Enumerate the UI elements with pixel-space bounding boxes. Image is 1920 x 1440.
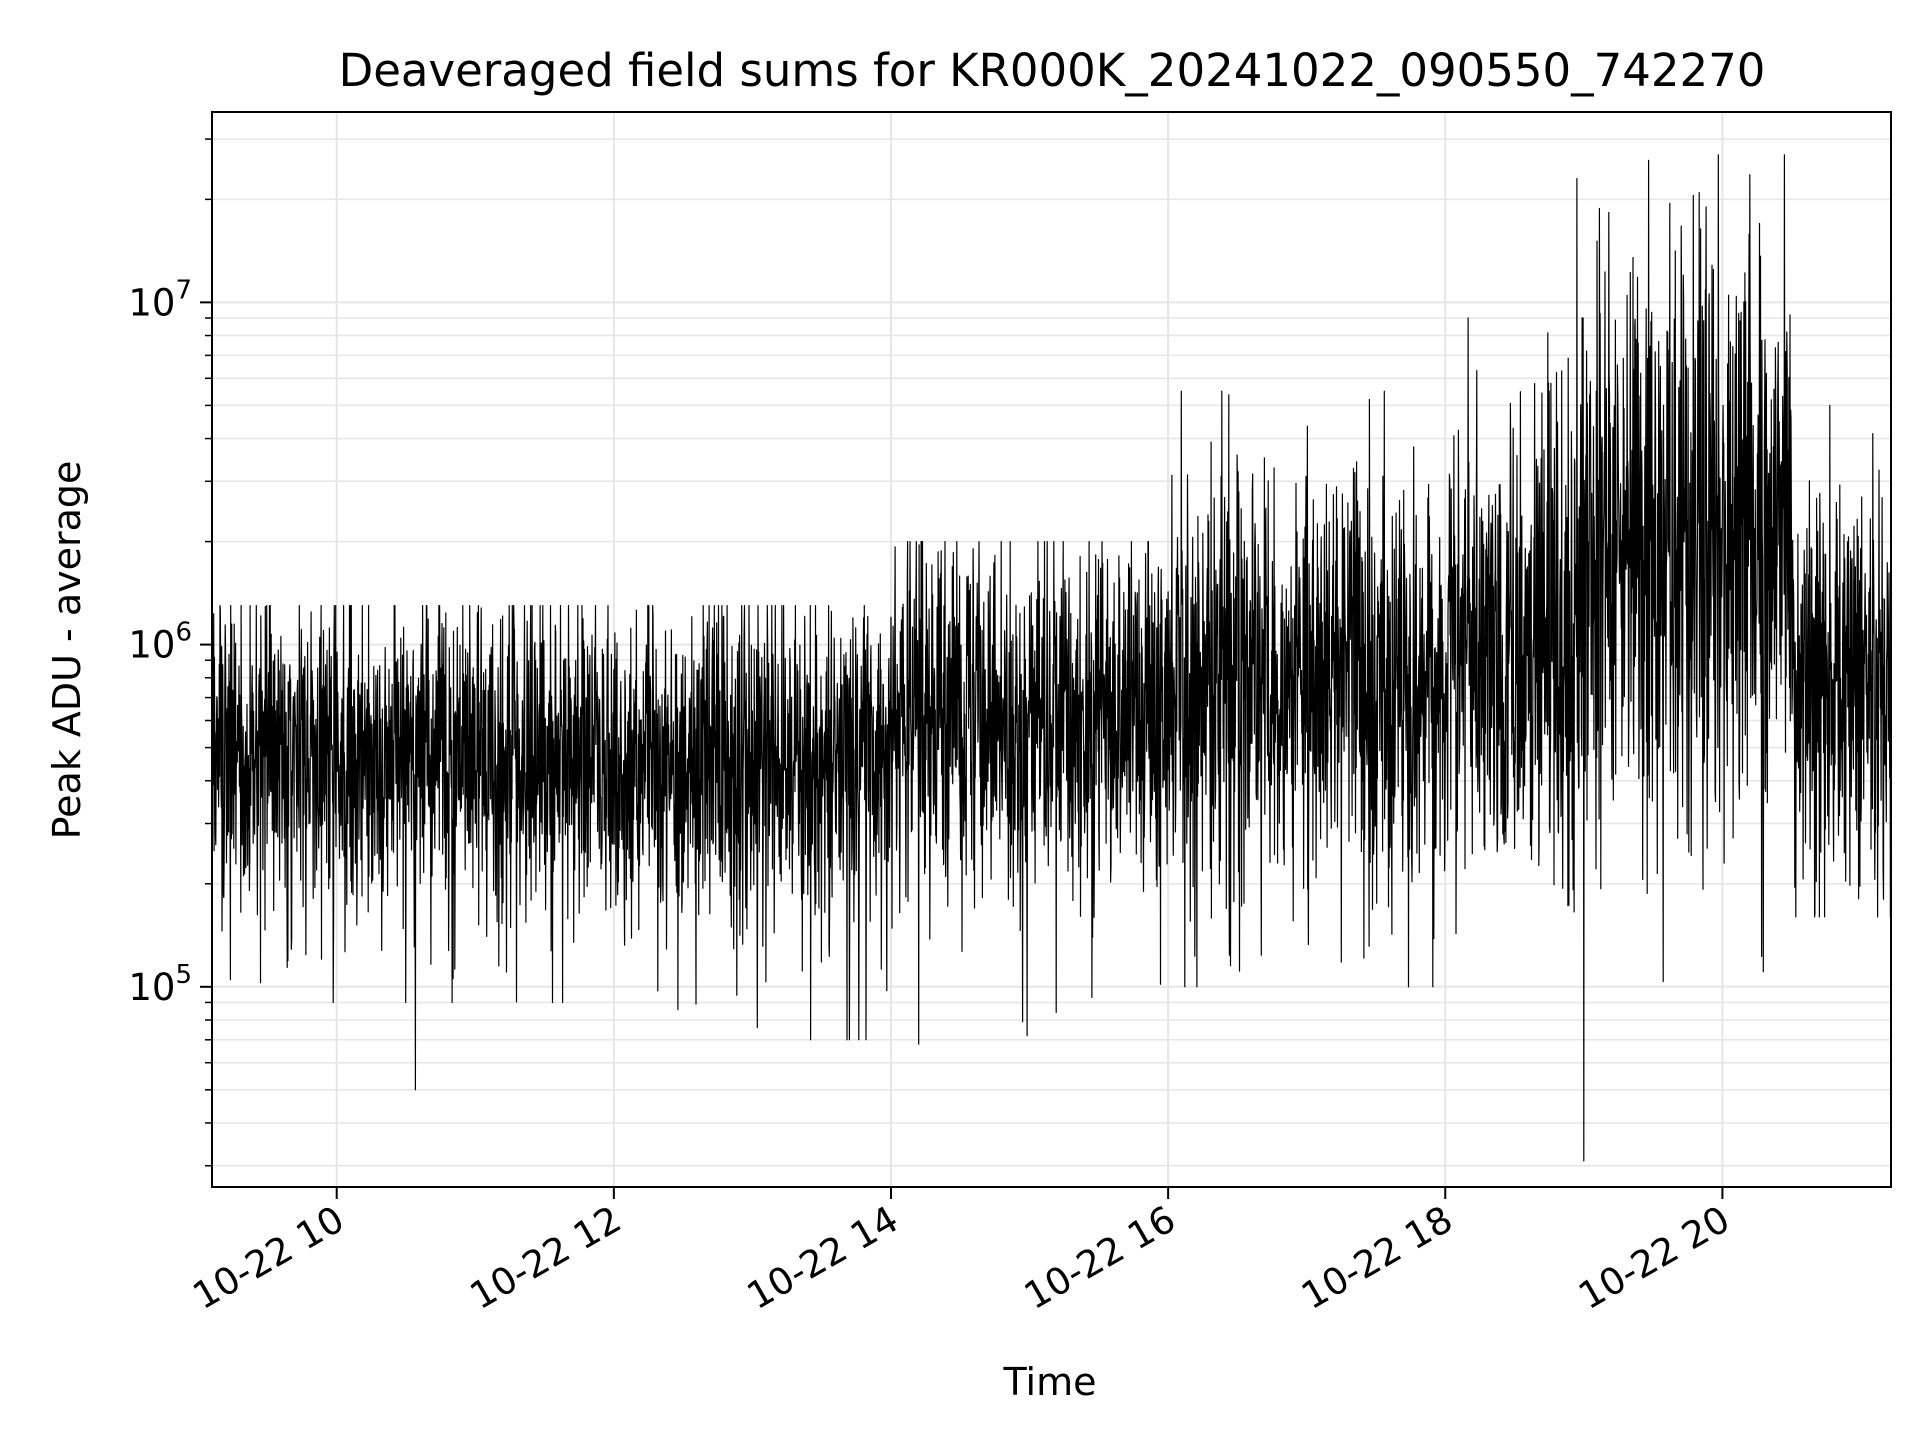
y-tick-label: 106: [128, 618, 192, 667]
y-axis-label: Peak ADU - average: [45, 461, 89, 840]
plot-frame: [211, 111, 1892, 1188]
y-tick-label: 107: [128, 275, 192, 324]
plot-area: [211, 111, 1892, 1188]
y-tick-label: 105: [128, 960, 192, 1009]
x-axis-label: Time: [1003, 1360, 1097, 1404]
series-layer: [211, 154, 1892, 1162]
y-axis: 105 106 107: [128, 138, 212, 1167]
chart-title: Deaveraged field sums for KR000K_2024102…: [339, 44, 1766, 97]
series-line: [211, 154, 1892, 1162]
